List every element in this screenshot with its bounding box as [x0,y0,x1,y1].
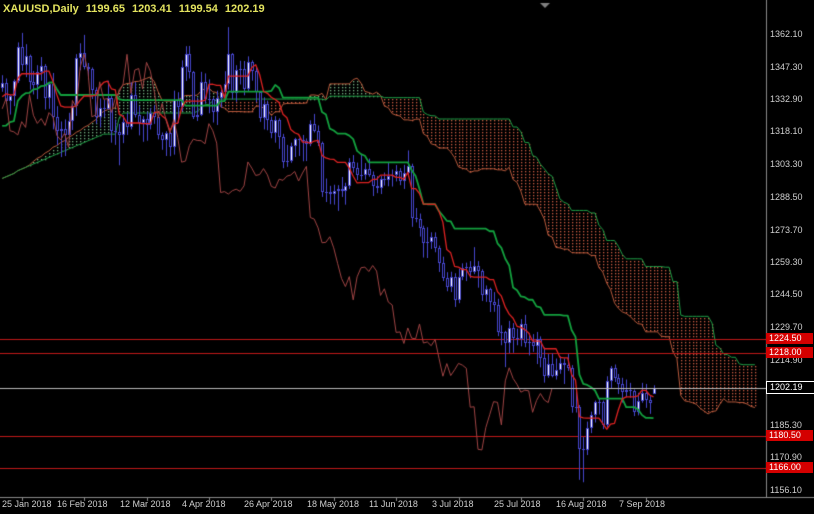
quote-low-value: 1199.54 [178,3,218,15]
symbol-period-label: XAUUSD,Daily [3,3,79,15]
date-tick-label: 3 Jul 2018 [432,499,474,509]
date-tick-label: 16 Feb 2018 [57,499,108,509]
price-tick-label: 1229.70 [770,322,803,333]
price-tick-label: 1244.50 [770,289,803,300]
price-tick-label: 1185.30 [770,420,802,431]
date-tick-label: 18 May 2018 [307,499,360,509]
current-price-badge: 1202.19 [766,380,814,394]
date-tick-label: 25 Jul 2018 [494,499,541,509]
quote-open-value: 1199.65 [85,3,125,15]
price-tick-label: 1156.10 [770,485,802,495]
price-tick-label: 1288.50 [770,191,803,202]
price-tick-label: 1259.30 [770,256,803,267]
date-tick-label: 4 Apr 2018 [182,499,226,509]
date-tick-label: 7 Sep 2018 [619,499,666,509]
price-tick-label: 1170.90 [770,452,802,463]
price-tick-label: 1303.30 [770,159,803,170]
price-tick-label: 1332.90 [770,93,803,104]
price-tick-label: 1273.70 [770,224,803,235]
level-price-badge: 1224.50 [766,332,813,344]
date-tick-label: 11 Jun 2018 [369,499,418,509]
level-price-badge: 1166.00 [766,462,813,474]
price-tick-label: 1318.10 [770,126,803,137]
time-axis[interactable]: 25 Jan 2018 16 Feb 2018 12 Mar 2018 4 Apr 2… [0,499,814,514]
price-tick-label: 1347.30 [770,61,803,72]
date-tick-label: 16 Aug 2018 [556,499,607,509]
price-axis[interactable]: 1362.10 1347.30 1332.90 1318.10 1303.30 1288.… [766,0,814,497]
quote-close-value: 1202.19 [224,3,265,15]
level-price-badge: 1180.50 [766,429,813,441]
price-tick-label: 1214.90 [770,354,803,365]
price-tick-label: 1362.10 [770,29,803,39]
date-tick-label: 12 Mar 2018 [120,499,171,509]
level-price-badge: 1218.00 [766,346,813,358]
date-tick-label: 26 Apr 2018 [244,499,293,509]
date-tick-label: 25 Jan 2018 [2,499,52,509]
quote-high-value: 1203.41 [131,3,172,15]
quote-header: XAUUSD,Daily 1199.65 1203.41 1199.54 120… [3,3,265,15]
